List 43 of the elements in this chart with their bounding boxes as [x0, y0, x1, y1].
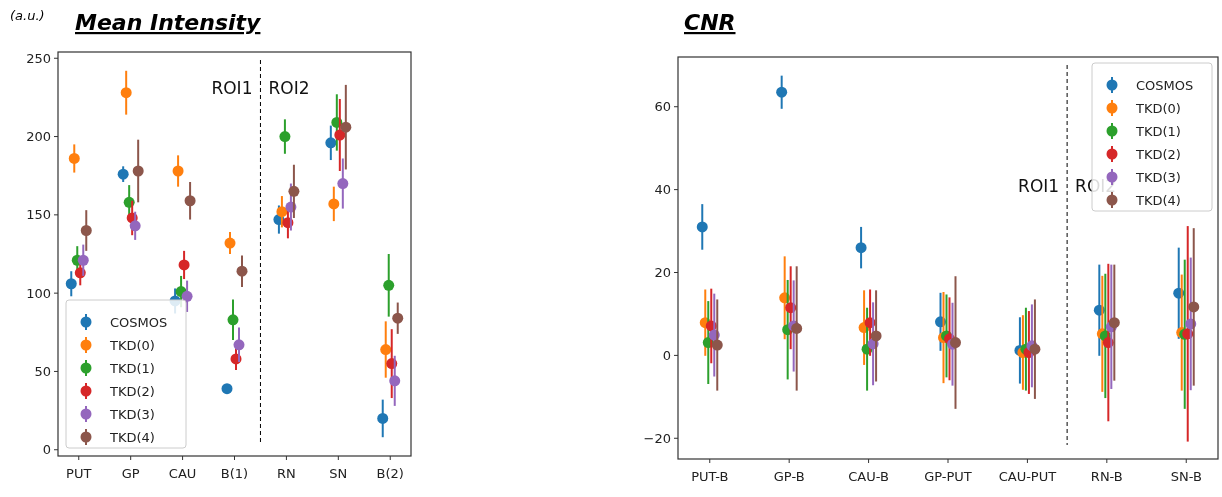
legend-label: TKD(3) — [109, 406, 155, 422]
legend-label: TKD(4) — [109, 429, 155, 445]
legend-label: COSMOS — [1136, 77, 1194, 93]
x-tick-label: GP — [121, 466, 140, 481]
x-tick-label: SN-B — [1170, 469, 1202, 484]
y-tick-label: 150 — [26, 207, 51, 223]
x-tick-label: CAU — [168, 466, 197, 481]
legend-label: COSMOS — [110, 314, 168, 330]
y-tick-label: 50 — [34, 363, 51, 379]
legend-label: TKD(1) — [1135, 123, 1181, 139]
chart-title: CNR — [684, 10, 736, 35]
x-tick-label: CAU-PUT — [998, 469, 1057, 484]
x-tick-label: GP-B — [773, 469, 805, 484]
chart-title: Mean Intensity — [75, 10, 263, 35]
y-tick-label: 100 — [26, 285, 51, 301]
x-tick-label: PUT — [66, 466, 92, 481]
y-tick-label: 20 — [654, 265, 671, 281]
legend-label: TKD(2) — [109, 383, 155, 399]
y-tick-label: 250 — [26, 50, 51, 66]
annotation: ROI2 — [268, 78, 310, 98]
y-tick-label: 200 — [26, 129, 51, 145]
x-tick-label: RN — [277, 466, 296, 481]
x-tick-label: B(1) — [220, 466, 249, 481]
legend-label: TKD(0) — [109, 337, 155, 353]
x-tick-label: GP-PUT — [924, 469, 972, 484]
legend-label: TKD(2) — [1135, 146, 1181, 162]
y-tick-label: 0 — [42, 442, 51, 458]
x-tick-label: SN — [329, 466, 348, 481]
annotation: ROI1 — [1018, 176, 1060, 196]
y-tick-label: 0 — [662, 347, 671, 363]
y-axis-title: (a.u.) — [10, 8, 45, 23]
legend-label: TKD(1) — [109, 360, 155, 376]
x-tick-label: CAU-B — [848, 469, 889, 484]
y-tick-label: 60 — [654, 99, 671, 115]
legend-label: TKD(3) — [1135, 169, 1181, 185]
x-tick-label: RN-B — [1090, 469, 1123, 484]
legend-label: TKD(4) — [1135, 192, 1181, 208]
y-tick-label: −20 — [643, 430, 671, 446]
annotation: ROI1 — [211, 78, 253, 98]
x-tick-label: B(2) — [376, 466, 404, 481]
x-tick-label: PUT-B — [691, 469, 729, 484]
y-tick-label: 40 — [654, 182, 671, 198]
legend-label: TKD(0) — [1135, 100, 1181, 116]
